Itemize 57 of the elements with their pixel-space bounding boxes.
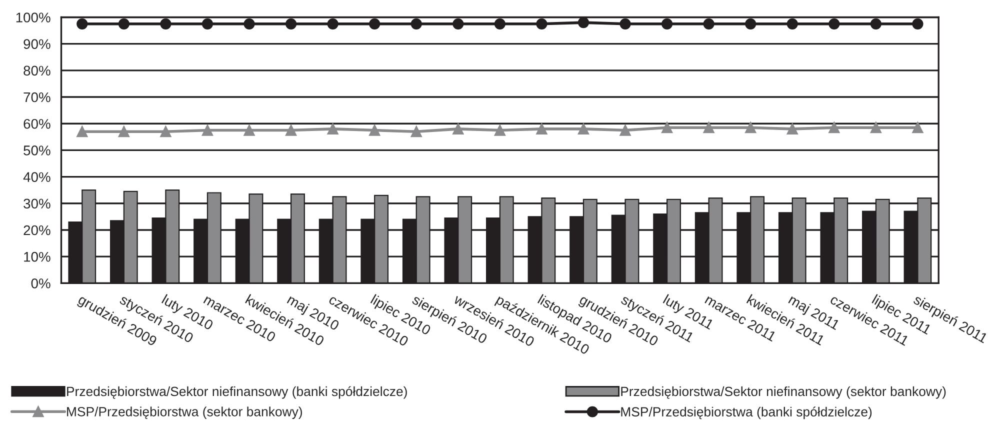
point (578, 123, 590, 134)
point (244, 18, 255, 30)
point (452, 18, 464, 30)
legend-label: Przedsiębiorstwa/Sektor niefinansowy (sektor bankowy) (621, 386, 946, 399)
point (536, 18, 548, 30)
point (703, 122, 714, 134)
point (118, 126, 130, 138)
point (452, 123, 464, 134)
point (786, 18, 798, 30)
y-tick-label: 30% (24, 198, 50, 209)
point (410, 126, 422, 138)
point (76, 18, 88, 30)
legend-label: MSP/Przedsiębiorstwa (sektor bankowy) (67, 406, 302, 419)
y-tick-label: 40% (23, 172, 50, 182)
point (160, 126, 172, 138)
point (494, 18, 506, 30)
point (870, 122, 882, 134)
y-tick-label: 70% (24, 92, 50, 102)
point (620, 18, 631, 30)
point (244, 124, 255, 136)
point (786, 123, 798, 134)
point (327, 18, 338, 30)
y-tick-label: 10% (24, 252, 50, 262)
point (870, 18, 882, 30)
y-tick-label: 100% (16, 12, 50, 22)
legend-label: MSP/Przedsiębiorstwa (banki spółdzielcze) (621, 406, 872, 420)
point (160, 18, 172, 30)
y-tick-label: 80% (24, 66, 50, 76)
y-tick-label: 0% (31, 278, 50, 288)
point (202, 18, 214, 30)
point (118, 18, 130, 30)
point (828, 122, 840, 134)
point (494, 124, 506, 136)
legend-label: Przedsiębiorstwa/Sektor niefinansowy (banki spółdzielcze) (67, 386, 407, 399)
y-tick-label: 50% (24, 146, 50, 156)
point (661, 18, 673, 30)
point (578, 17, 590, 28)
point (369, 124, 380, 136)
point (285, 18, 297, 30)
y-tick-label: 60% (24, 118, 50, 129)
point (369, 18, 380, 30)
point (661, 122, 673, 134)
point (202, 124, 214, 136)
point (745, 122, 756, 134)
point (912, 18, 924, 30)
point (410, 18, 422, 30)
y-tick-label: 90% (24, 39, 50, 49)
point (76, 126, 88, 138)
y-tick-label: 20% (24, 225, 50, 236)
point (327, 123, 338, 134)
point (745, 18, 756, 30)
point (828, 18, 840, 30)
point (703, 18, 714, 30)
point (285, 124, 297, 136)
point (912, 122, 924, 134)
point (620, 124, 631, 136)
point (536, 123, 548, 134)
